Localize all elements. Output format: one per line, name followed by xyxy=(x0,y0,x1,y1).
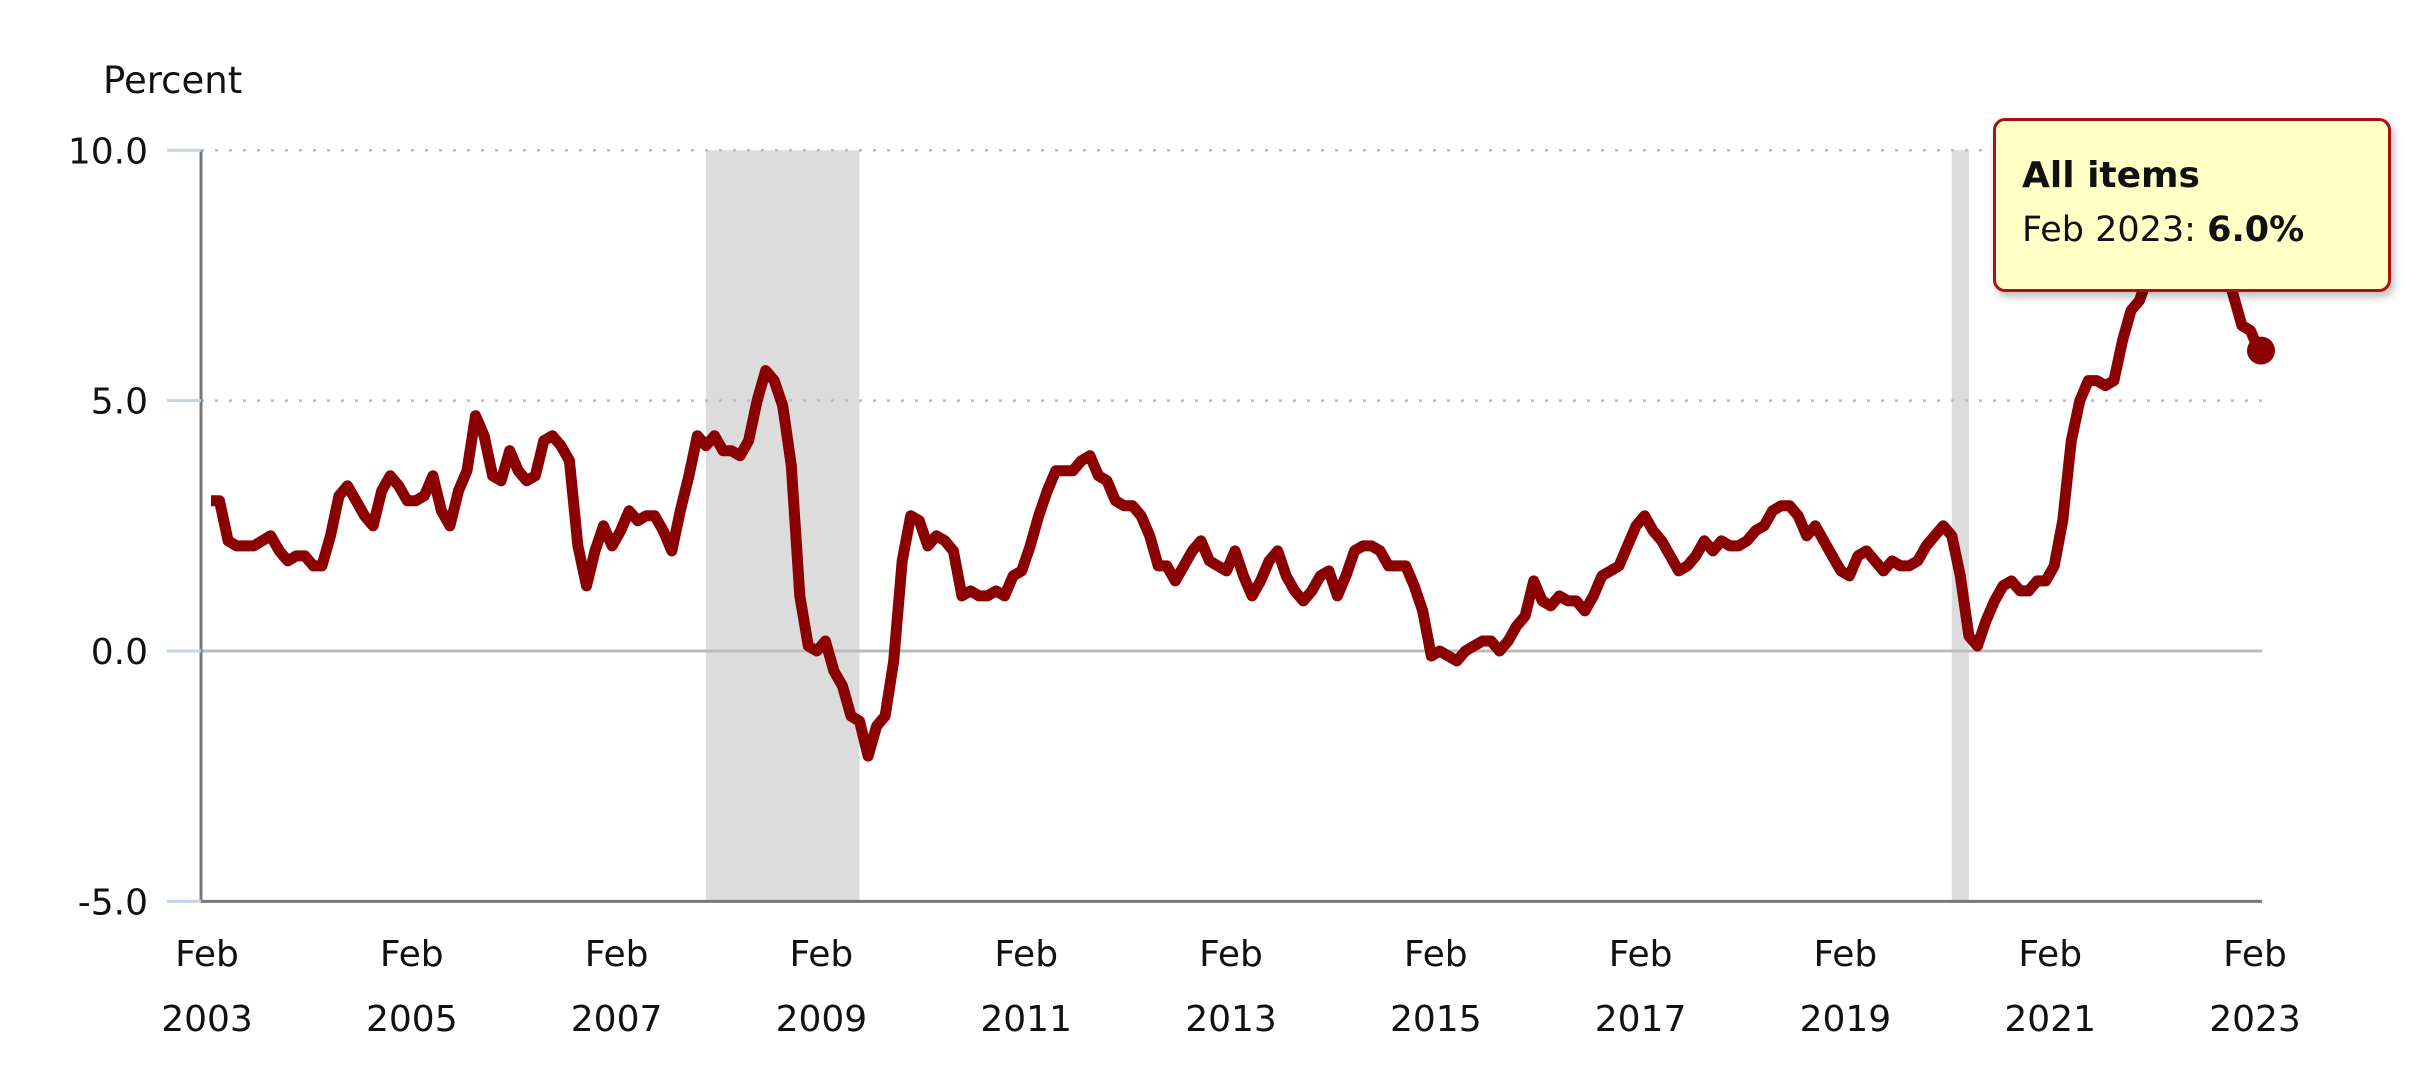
x-tick-label-month: Feb xyxy=(790,934,854,975)
x-tick-label-year: 2013 xyxy=(1185,999,1277,1040)
x-tick-label-year: 2009 xyxy=(776,999,868,1040)
x-tick-label-month: Feb xyxy=(1199,934,1263,975)
series-line-all-items[interactable] xyxy=(211,189,2265,762)
tooltip: All items Feb 2023: 6.0% xyxy=(1993,118,2391,292)
x-tick-label-year: 2003 xyxy=(161,999,253,1040)
x-tick-label-month: Feb xyxy=(175,934,239,975)
recession-band xyxy=(1951,150,1969,902)
tooltip-value: 6.0% xyxy=(2207,210,2305,250)
x-tick-label-month: Feb xyxy=(1609,934,1673,975)
highlighted-data-point[interactable] xyxy=(2247,336,2275,365)
tooltip-date: Feb 2023: xyxy=(2022,210,2196,250)
y-axis-label: Percent xyxy=(103,59,242,102)
x-tick-label-year: 2005 xyxy=(366,999,458,1040)
y-tick-label: 5.0 xyxy=(91,382,148,423)
tooltip-value-line: Feb 2023: 6.0% xyxy=(2022,210,2388,250)
recession-band xyxy=(705,150,860,902)
x-tick-label-month: Feb xyxy=(2223,934,2287,975)
y-tick-label: -5.0 xyxy=(78,882,148,923)
x-tick-label-year: 2023 xyxy=(2209,999,2301,1040)
x-tick-label-month: Feb xyxy=(2018,934,2082,975)
y-tick-label: 10.0 xyxy=(68,131,148,172)
y-tick-label: 0.0 xyxy=(91,632,148,673)
x-tick-label-month: Feb xyxy=(1814,934,1878,975)
x-tick-label-year: 2021 xyxy=(2004,999,2096,1040)
x-tick-label-month: Feb xyxy=(380,934,444,975)
x-tick-label-month: Feb xyxy=(1404,934,1468,975)
tooltip-title: All items xyxy=(2022,155,2200,196)
x-tick-label-year: 2007 xyxy=(571,999,663,1040)
x-tick-label-year: 2017 xyxy=(1595,999,1687,1040)
x-tick-label-year: 2015 xyxy=(1390,999,1482,1040)
x-tick-label-year: 2019 xyxy=(1800,999,1892,1040)
x-tick-label-month: Feb xyxy=(994,934,1058,975)
x-tick-label-year: 2011 xyxy=(980,999,1072,1040)
x-tick-label-month: Feb xyxy=(585,934,649,975)
